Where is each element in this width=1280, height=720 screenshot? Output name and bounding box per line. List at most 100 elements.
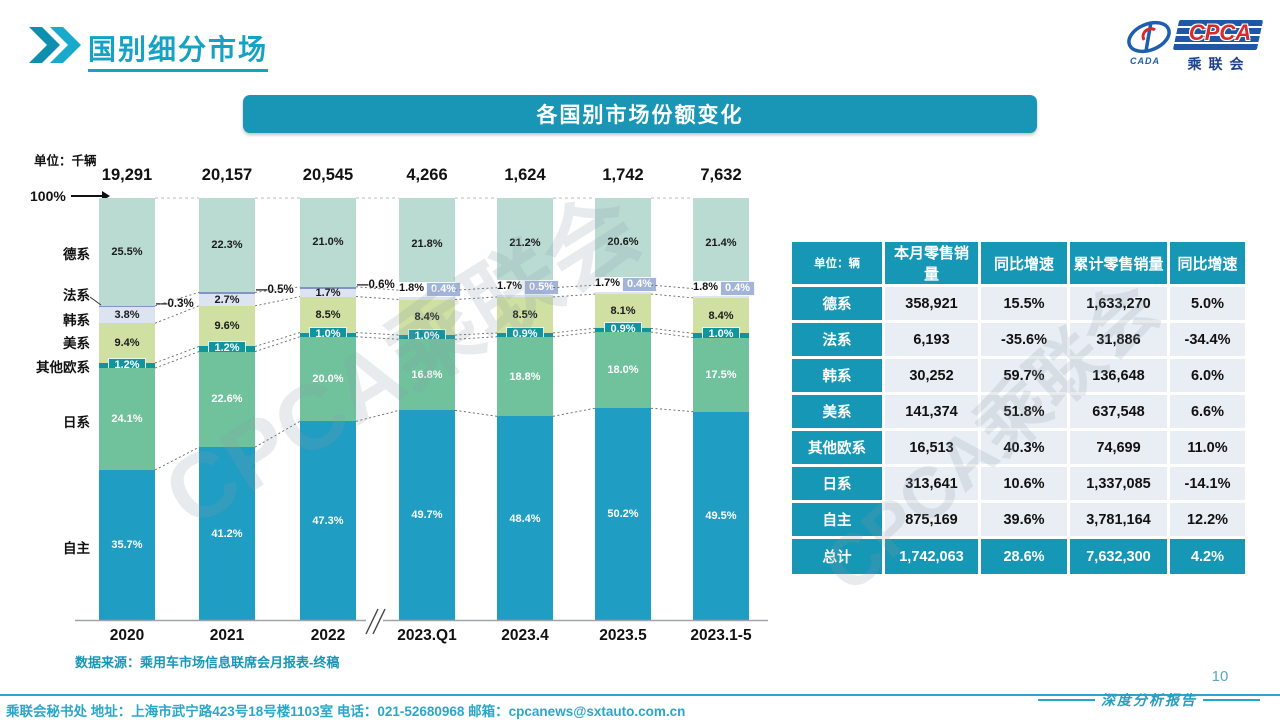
segment-domestic — [693, 411, 749, 621]
category-label-french: 法系 — [63, 288, 90, 303]
table-row-label: 日系 — [792, 467, 882, 500]
segment-korean — [99, 307, 155, 324]
x-axis-label: 2023.4 — [501, 627, 549, 644]
hundred-percent-marker: 100% — [30, 188, 110, 204]
segment-american — [399, 299, 455, 336]
category-label-german: 德系 — [63, 247, 90, 262]
table-cell: 141,374 — [885, 395, 978, 428]
cpca-logo: CADA CPCA 乘联会 — [1124, 16, 1264, 72]
table-cell: -14.1% — [1170, 467, 1245, 500]
x-axis-label: 2022 — [310, 627, 346, 644]
bar-total-label: 20,545 — [302, 166, 354, 184]
segment-korean — [300, 289, 356, 297]
x-axis-label: 2023.Q1 — [397, 627, 457, 644]
table-cell: 358,921 — [885, 287, 978, 320]
table-row-label: 总计 — [792, 539, 882, 574]
table-header-cell: 同比增速 — [1170, 242, 1245, 284]
segment-label-german: 20.6% — [607, 235, 639, 248]
table-row-label: 德系 — [792, 287, 882, 320]
table-cell: 1,337,085 — [1070, 467, 1167, 500]
segment-label-korean: 1.7% — [493, 279, 526, 295]
segment-label-korean: 1.7% — [315, 286, 341, 299]
table-header-cell: 累计零售销量 — [1070, 242, 1167, 284]
footer-contact-info: 乘联会秘书处 地址：上海市武宁路423号18号楼1103室 电话：021-526… — [6, 704, 686, 719]
table-cell: 3,781,164 — [1070, 503, 1167, 536]
table-cell: -35.6% — [981, 323, 1067, 356]
bar-total-label: 4,266 — [406, 166, 448, 184]
segment-label-domestic: 48.4% — [509, 512, 541, 525]
segment-label-domestic: 49.7% — [411, 509, 443, 522]
table-row-korean: 韩系 30,252 59.7% 136,648 6.0% — [792, 359, 1245, 392]
table-cell: 10.6% — [981, 467, 1067, 500]
segment-domestic — [595, 408, 651, 621]
segment-label-german: 21.0% — [312, 236, 344, 249]
segment-german — [99, 198, 155, 306]
market-data-table: 单位：辆 本月零售销量 同比增速 累计零售销量 同比增速 德系 358,921 15.5% 1… — [789, 239, 1248, 577]
table-cell: 6.6% — [1170, 395, 1245, 428]
table-cell: 7,632,300 — [1070, 539, 1167, 574]
x-axis-label: 2023.1-5 — [690, 627, 752, 644]
logo-cn-name: 乘联会 — [1187, 56, 1251, 72]
table-cell: 6.0% — [1170, 359, 1245, 392]
table-cell: 28.6% — [981, 539, 1067, 574]
footer-divider — [0, 694, 1280, 696]
report-label-wrap: 深度分析报告 — [1038, 690, 1260, 710]
section-banner: 各国别市场份额变化 — [243, 95, 1037, 133]
logo-acronym: CPCA — [1188, 20, 1252, 45]
segment-label-japanese: 18.8% — [509, 370, 541, 383]
segment-label-german: 25.5% — [111, 245, 143, 258]
segment-label-korean: 2.7% — [214, 294, 240, 307]
table-row-label: 自主 — [792, 503, 882, 536]
segment-japanese — [199, 351, 255, 448]
category-label-japanese: 日系 — [63, 415, 90, 430]
table-header-cell: 单位：辆 — [792, 242, 882, 284]
segment-german — [693, 198, 749, 289]
segment-label-american: 8.5% — [315, 308, 341, 321]
segment-label-american: 9.6% — [214, 320, 240, 333]
segment-label-french: 0.4% — [720, 280, 755, 296]
bar-total-label: 19,291 — [101, 166, 153, 184]
table-row-label: 韩系 — [792, 359, 882, 392]
table-cell: 40.3% — [981, 431, 1067, 464]
table-cell: 1,633,270 — [1070, 287, 1167, 320]
segment-american — [99, 323, 155, 363]
segment-domestic — [300, 421, 356, 622]
table-cell: 39.6% — [981, 503, 1067, 536]
table-cell: 31,886 — [1070, 323, 1167, 356]
table-cell: 15.5% — [981, 287, 1067, 320]
segment-label-german: 21.4% — [705, 237, 737, 250]
segment-label-japanese: 20.0% — [312, 373, 344, 386]
segment-label-american: 9.4% — [114, 337, 140, 350]
segment-label-japanese: 16.8% — [411, 368, 443, 381]
table-row-japanese: 日系 313,641 10.6% 1,337,085 -14.1% — [792, 467, 1245, 500]
table-row-american: 美系 141,374 51.8% 637,548 6.6% — [792, 395, 1245, 428]
table-row-other-european: 其他欧系 16,513 40.3% 74,699 11.0% — [792, 431, 1245, 464]
report-label-rule-left — [1038, 699, 1095, 701]
segment-japanese — [595, 332, 651, 409]
segment-label-domestic: 49.5% — [705, 510, 737, 523]
segment-domestic — [399, 410, 455, 621]
bar-total-label: 20,157 — [201, 166, 253, 184]
category-label-american: 美系 — [63, 336, 90, 351]
table-row-domestic: 自主 875,169 39.6% 3,781,164 12.2% — [792, 503, 1245, 536]
segment-american — [300, 296, 356, 333]
x-axis-label: 2023.5 — [599, 627, 647, 644]
hundred-percent-label: 100% — [30, 188, 66, 204]
table-row-label: 美系 — [792, 395, 882, 428]
table-cell: 16,513 — [885, 431, 978, 464]
table-header-cell: 同比增速 — [981, 242, 1067, 284]
segment-japanese — [99, 368, 155, 470]
segment-german — [300, 198, 356, 287]
chevron-right-icon — [29, 27, 81, 63]
table-cell: 59.7% — [981, 359, 1067, 392]
segment-japanese — [399, 339, 455, 411]
segment-label-domestic: 41.2% — [211, 528, 243, 541]
bar-total-label: 1,742 — [602, 166, 644, 184]
segment-label-american: 8.1% — [610, 305, 636, 318]
segment-japanese — [497, 336, 553, 417]
segment-german — [497, 198, 553, 288]
table-cell: 6,193 — [885, 323, 978, 356]
category-label-other-european: 其他欧系 — [36, 360, 90, 375]
table-row-label: 法系 — [792, 323, 882, 356]
